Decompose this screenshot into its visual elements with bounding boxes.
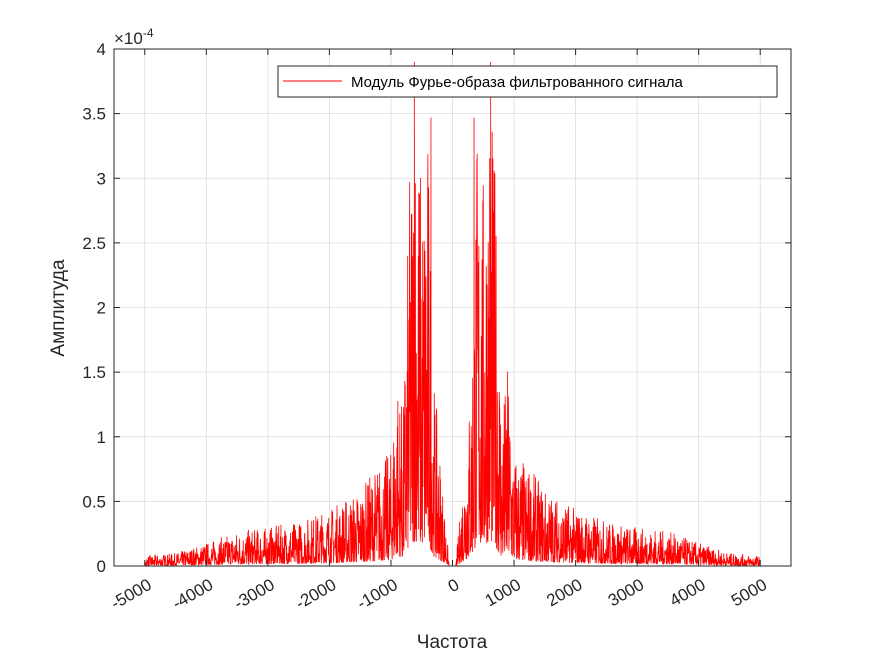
y-tick-label: 3 <box>97 169 106 188</box>
x-tick-label: -2000 <box>292 575 339 613</box>
legend: Модуль Фурье-образа фильтрованного сигна… <box>277 65 778 98</box>
y-tick-label: 1.5 <box>82 363 106 382</box>
x-axis-label: Частота <box>417 632 488 653</box>
exponent-base: ×10 <box>114 29 143 48</box>
y-axis-exponent: ×10-4 <box>114 26 154 48</box>
x-tick-label: 3000 <box>605 575 647 610</box>
x-tick-label: 4000 <box>666 575 708 610</box>
x-tick-label: 2000 <box>543 575 585 610</box>
y-tick-label: 1 <box>97 428 106 447</box>
x-tick-label: 5000 <box>728 575 770 610</box>
x-tick-label: 1000 <box>482 575 524 610</box>
legend-box <box>277 65 778 98</box>
y-tick-label: 3.5 <box>82 105 106 124</box>
y-tick-label: 2 <box>97 299 106 318</box>
exponent-power: -4 <box>143 26 154 40</box>
x-tick-label: -1000 <box>354 575 401 613</box>
y-tick-label: 0.5 <box>82 492 106 511</box>
x-tick-label: -4000 <box>169 575 216 613</box>
y-tick-label: 2.5 <box>82 234 106 253</box>
x-tick-label: -5000 <box>108 575 155 613</box>
y-axis-label: Амплитуда <box>48 259 69 357</box>
x-tick-label: -3000 <box>231 575 278 613</box>
legend-entry: Модуль Фурье-образа фильтрованного сигна… <box>351 74 684 91</box>
x-tick-label: 0 <box>445 575 463 596</box>
y-tick-label: 4 <box>97 40 106 59</box>
y-tick-label: 0 <box>97 557 106 576</box>
